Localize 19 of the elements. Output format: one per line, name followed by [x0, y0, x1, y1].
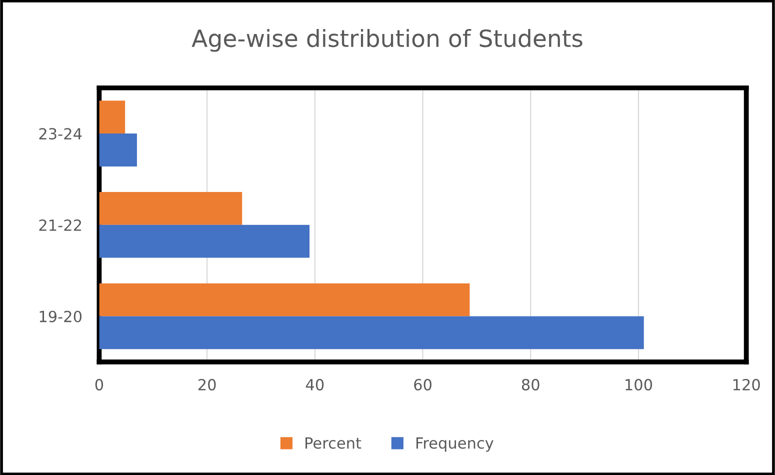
x-tick-label: 80: [522, 378, 540, 390]
x-tick-label: 120: [733, 378, 760, 390]
y-tick-label: 19-20: [40, 310, 82, 322]
legend-label: Frequency: [416, 437, 494, 452]
y-tick-label: 21-22: [39, 219, 82, 231]
x-tick-label: 60: [414, 378, 432, 390]
x-tick-label: 40: [306, 378, 324, 390]
x-tick-label: 0: [95, 378, 104, 390]
bar: [99, 100, 126, 134]
bar: [99, 192, 242, 225]
bar: [99, 283, 470, 316]
y-tick-label: 23-24: [39, 128, 82, 140]
bar: [99, 134, 137, 166]
bar: [99, 316, 644, 350]
x-tick-label: 20: [198, 378, 216, 390]
x-tick-label: 100: [626, 378, 652, 390]
chart-title: Age-wise distribution of Students: [192, 28, 582, 52]
bar: [99, 224, 310, 258]
legend-label: Percent: [306, 437, 362, 449]
